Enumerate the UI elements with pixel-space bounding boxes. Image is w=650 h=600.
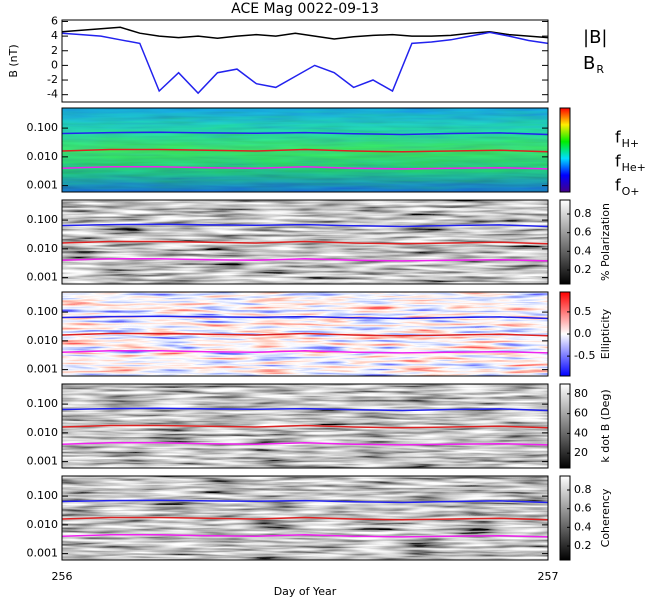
colorbar-tick-label: 0.6: [574, 226, 592, 239]
legend-label: f: [615, 128, 621, 147]
colorbar: [559, 199, 571, 285]
legend-label: f: [615, 152, 621, 171]
line: [61, 424, 549, 429]
colorbar-tick-label: 0.2: [574, 539, 592, 552]
legend-subscript: H+: [622, 137, 640, 150]
line: [61, 148, 549, 153]
y-tick-label: 0.001: [27, 363, 59, 376]
y-tick-label: 0.010: [27, 242, 59, 255]
panel-frame: [61, 199, 549, 285]
line: [61, 499, 549, 504]
y-tick-label: -4: [47, 88, 58, 101]
line: [61, 26, 549, 40]
y-tick-label: 4: [51, 29, 58, 42]
chart-title: ACE Mag 0022-09-13: [231, 1, 379, 17]
line: [61, 442, 549, 446]
y-tick-label: 0.010: [27, 426, 59, 439]
y-tick-label: 6: [51, 14, 58, 27]
legend-label: |B|: [583, 27, 607, 48]
colorbar-tick-label: 60: [574, 407, 588, 420]
line: [61, 240, 549, 245]
legend-subscript: He+: [622, 161, 646, 174]
y-tick-label: 0.100: [27, 305, 59, 318]
x-tick-label: 257: [538, 570, 559, 583]
colorbar-tick-label: 0.8: [574, 207, 592, 220]
y-tick-label: 0.010: [27, 150, 59, 163]
colorbar-tick-label: 0.6: [574, 502, 592, 515]
colorbar-tick-label: 0.4: [574, 520, 592, 533]
legend-label: f: [615, 176, 621, 195]
y-tick-label: 0.100: [27, 121, 59, 134]
legend-label: B: [583, 53, 595, 74]
line: [61, 407, 549, 412]
colorbar-tick-label: -0.5: [574, 349, 595, 362]
colorbar-tick-label: 0.4: [574, 244, 592, 257]
y-axis-label: B (nT): [7, 44, 20, 77]
line: [61, 258, 549, 262]
colorbar-label: % Polarization: [599, 203, 612, 281]
line: [61, 534, 549, 538]
y-tick-label: -2: [47, 73, 58, 86]
colorbar: [559, 383, 571, 469]
panel-frame: [61, 383, 549, 469]
panel-frame: [61, 475, 549, 561]
line: [61, 315, 549, 320]
y-tick-label: 0.100: [27, 489, 59, 502]
colorbar-tick-label: 0.0: [574, 327, 592, 340]
line: [61, 516, 549, 521]
colorbar-tick-label: 0.5: [574, 305, 592, 318]
colorbar-label: Ellipticity: [599, 308, 612, 359]
y-tick-label: 0.001: [27, 179, 59, 192]
y-tick-label: 0.010: [27, 334, 59, 347]
colorbar: [559, 107, 571, 193]
colorbar-tick-label: 80: [574, 387, 588, 400]
line: [61, 332, 549, 337]
line: [61, 166, 549, 170]
colorbar-tick-label: 0.8: [574, 483, 592, 496]
colorbar-tick-label: 40: [574, 426, 588, 439]
colorbar-label: Coherency: [599, 488, 612, 547]
legend-subscript: O+: [622, 185, 640, 198]
colorbar-label: k dot B (Deg): [599, 389, 612, 462]
line: [61, 31, 549, 95]
colorbar-tick-label: 0.2: [574, 263, 592, 276]
legend-subscript: R: [596, 63, 604, 76]
y-tick-label: 0.001: [27, 547, 59, 560]
line: [61, 350, 549, 354]
panel-frame: [61, 107, 549, 193]
y-tick-label: 2: [51, 44, 58, 57]
y-tick-label: 0.100: [27, 213, 59, 226]
colorbar: [559, 475, 571, 561]
panel-frame: [61, 291, 549, 377]
line: [61, 131, 549, 136]
x-tick-label: 256: [52, 570, 73, 583]
y-tick-label: 0.001: [27, 455, 59, 468]
y-tick-label: 0.001: [27, 271, 59, 284]
panel-frame: [61, 19, 549, 103]
x-axis-label: Day of Year: [274, 585, 337, 598]
colorbar-tick-label: 20: [574, 446, 588, 459]
y-tick-label: 0.010: [27, 518, 59, 531]
line: [61, 223, 549, 228]
y-tick-label: 0: [51, 58, 58, 71]
y-tick-label: 0.100: [27, 397, 59, 410]
